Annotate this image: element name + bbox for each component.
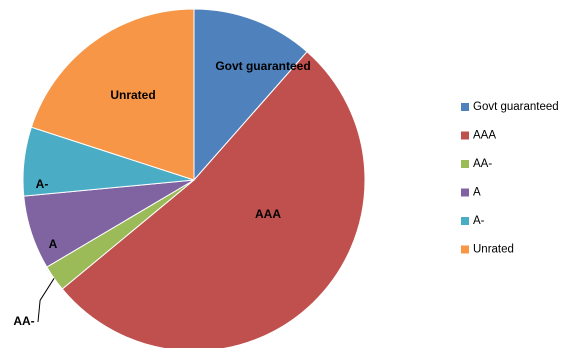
legend-item-a: A-	[461, 215, 485, 227]
legend-swatch-a	[461, 188, 469, 197]
pie-slice-unrated	[30, 8, 195, 181]
legend-item-unrated: Unrated	[461, 244, 514, 256]
legend-swatch-aaa	[461, 131, 469, 140]
legend-item-a: A	[461, 187, 481, 199]
legend-swatch-govt-guaranteed	[461, 103, 469, 111]
leader-line-aa-minus	[37, 278, 55, 323]
pie-slices	[22, 8, 366, 352]
legend-label-unrated: Unrated	[473, 244, 514, 256]
pie-slice-govt-guaranteed	[193, 8, 308, 182]
slice-label-a: A	[49, 237, 58, 251]
legend-swatch-aa	[461, 160, 469, 168]
leader-lines	[37, 278, 55, 323]
slice-label-govt-guaranteed: Govt guaranteed	[215, 59, 310, 73]
slice-label-aaa: AAA	[255, 207, 281, 221]
legend-label-a: A-	[473, 215, 485, 227]
legend-item-aa: AA-	[461, 158, 492, 170]
pie-slice-aaa	[61, 51, 366, 352]
legend-label-aaa: AAA	[473, 130, 496, 142]
legend-swatch-unrated	[461, 245, 469, 254]
legend-item-govt-guaranteed: Govt guaranteed	[461, 101, 559, 113]
legend-label-aa: AA-	[473, 158, 492, 170]
legend-swatch-a	[461, 217, 469, 225]
legend-label-a: A	[473, 187, 481, 199]
legend-item-aaa: AAA	[461, 130, 496, 142]
slice-label-a: A-	[36, 177, 49, 191]
slice-label-aa: AA-	[13, 314, 34, 328]
legend-label-govt-guaranteed: Govt guaranteed	[473, 101, 559, 113]
slice-label-unrated: Unrated	[110, 88, 155, 102]
